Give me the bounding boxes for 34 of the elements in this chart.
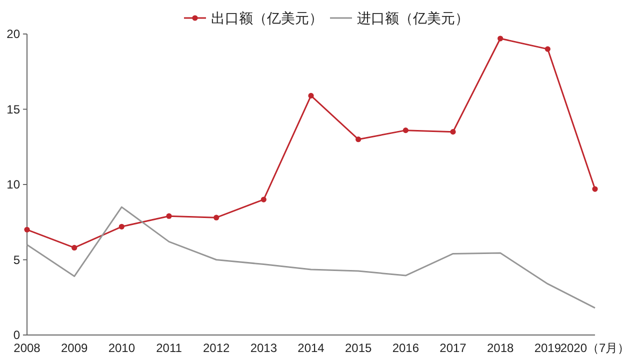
point	[450, 129, 456, 135]
legend-label: 进口额（亿美元）	[357, 10, 469, 26]
point	[166, 213, 172, 219]
y-tick-label: 10	[6, 178, 20, 192]
x-tick-label: 2016	[392, 341, 420, 355]
point	[498, 36, 504, 42]
legend-label: 出口额（亿美元）	[211, 10, 323, 26]
point	[308, 92, 314, 99]
y-tick-label: 15	[6, 102, 20, 116]
x-tick-label: 2008	[14, 341, 41, 355]
x-tick-label: 2020（7月）	[560, 341, 630, 355]
point	[356, 136, 362, 142]
point	[118, 224, 124, 230]
x-tick-label: 2018	[486, 341, 514, 355]
point	[260, 196, 266, 202]
x-tick-label: 2019	[534, 341, 562, 355]
point	[214, 214, 220, 220]
line-series	[26, 206, 596, 309]
point	[24, 226, 30, 232]
point	[544, 46, 550, 52]
x-tick-label: 2015	[344, 341, 372, 355]
x-tick-label: 2014	[298, 341, 325, 355]
x-tick-label: 2009	[60, 341, 88, 355]
point	[592, 186, 598, 192]
x-tick-label: 2010	[108, 341, 136, 355]
y-tick-label: 20	[6, 27, 20, 42]
x-tick-label: 2012	[202, 341, 230, 355]
y-tick-label: 0	[13, 328, 20, 342]
x-tick-label: 2011	[156, 341, 182, 355]
point	[72, 244, 78, 251]
x-tick-label: 2013	[250, 341, 278, 355]
y-tick-label: 5	[13, 252, 20, 267]
point	[402, 128, 408, 134]
x-tick-label: 2017	[440, 341, 467, 355]
